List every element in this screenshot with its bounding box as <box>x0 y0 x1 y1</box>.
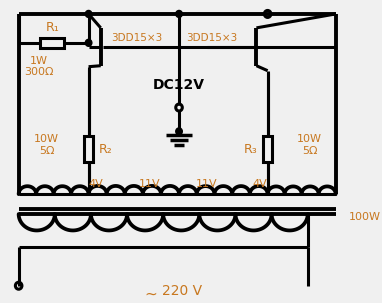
Text: ~: ~ <box>145 286 157 301</box>
Text: 11V: 11V <box>138 179 160 189</box>
Text: 3DD15×3: 3DD15×3 <box>186 33 237 43</box>
Text: 100W: 100W <box>349 212 381 222</box>
Text: R₁: R₁ <box>45 22 59 34</box>
Text: R₂: R₂ <box>99 143 112 156</box>
Circle shape <box>85 39 92 46</box>
Bar <box>40 38 64 48</box>
Circle shape <box>176 128 182 135</box>
Text: R₃: R₃ <box>244 143 258 156</box>
Text: 220 V: 220 V <box>162 284 202 298</box>
Text: 1W: 1W <box>30 56 48 66</box>
Text: 5Ω: 5Ω <box>302 146 317 156</box>
Bar <box>84 136 93 162</box>
Text: 10W: 10W <box>34 135 59 145</box>
Circle shape <box>176 11 182 18</box>
Text: 300Ω: 300Ω <box>24 67 54 77</box>
Text: 5Ω: 5Ω <box>39 146 54 156</box>
Text: DC12V: DC12V <box>153 78 205 92</box>
Text: 4V: 4V <box>89 179 104 189</box>
Text: 4V: 4V <box>253 179 267 189</box>
Bar <box>263 136 272 162</box>
Text: 11V: 11V <box>196 179 218 189</box>
Text: 3DD15×3: 3DD15×3 <box>112 33 163 43</box>
Text: 10W: 10W <box>297 135 322 145</box>
Circle shape <box>85 11 92 18</box>
